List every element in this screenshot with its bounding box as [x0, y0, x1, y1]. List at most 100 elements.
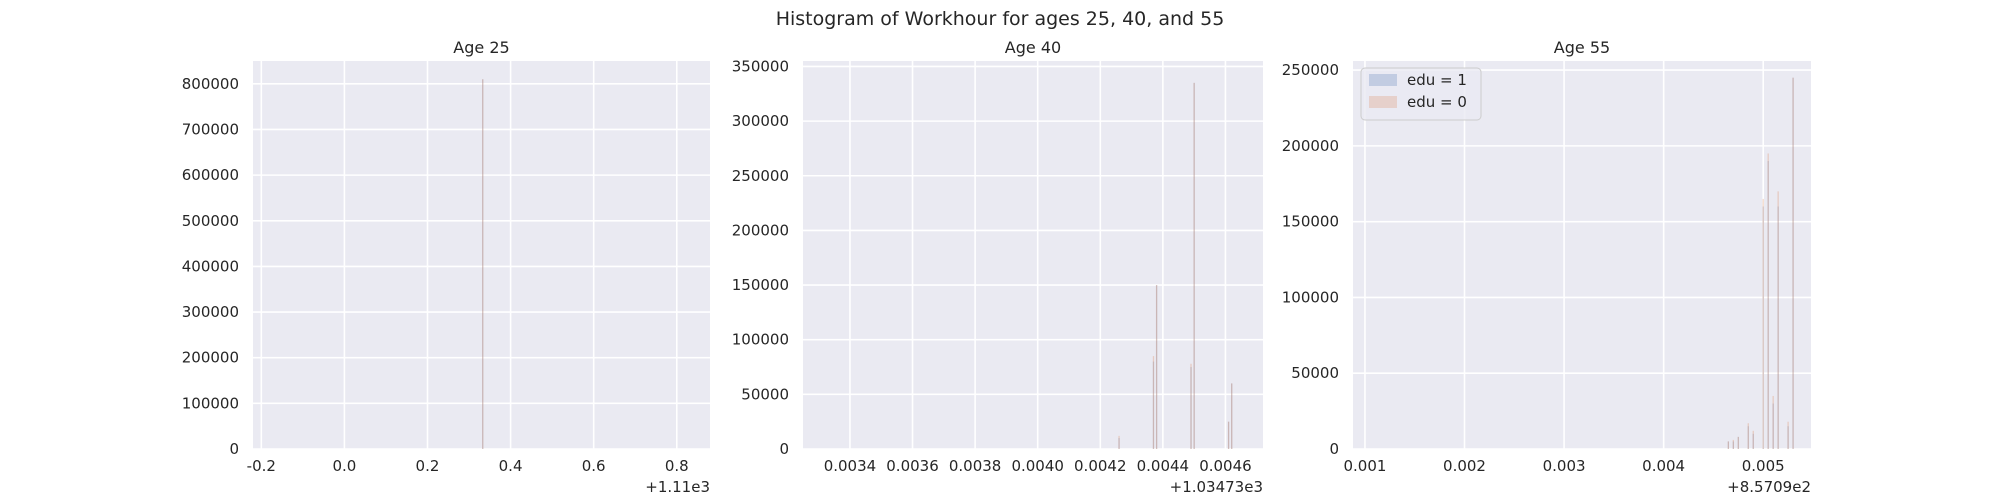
y-tick-label: 700000: [182, 120, 239, 138]
x-tick-label: 0.0040: [1011, 457, 1064, 475]
plot-area: [1353, 61, 1811, 449]
histogram-bar: [1732, 441, 1734, 449]
plot-area: [253, 61, 710, 449]
x-offset-label: +1.03473e3: [1170, 478, 1263, 496]
subplot-3: 0.001 0.002 0.003 0.004 0.005 0 50000 100000 150…: [1282, 38, 1811, 496]
figure-title: Histogram of Workhour for ages 25, 40, a…: [776, 8, 1225, 30]
histogram-bar: [1227, 421, 1230, 449]
histogram-bar: [1752, 433, 1754, 449]
y-tick-label: 300000: [732, 112, 789, 130]
subplot-1: -0.2 0.0 0.2 0.4 0.6 0.8 0 100000 200000 300000 40…: [182, 38, 710, 496]
histogram-bar: [1227, 421, 1230, 449]
histogram-bar: [1772, 403, 1774, 449]
histogram-bar: [1762, 206, 1764, 449]
x-tick-label: 0.0038: [949, 457, 1002, 475]
histogram-bar: [1193, 82, 1195, 449]
legend-swatch: [1369, 74, 1397, 86]
y-tick-label: 0: [1329, 440, 1339, 458]
histogram-bar: [1155, 285, 1158, 449]
plot-area: [803, 61, 1263, 449]
histogram-bar: [1777, 191, 1779, 449]
x-tick-label: 0.003: [1543, 457, 1586, 475]
subplot-2: 0.0034 0.0036 0.0038 0.0040 0.0042 0.0044 0.00…: [732, 38, 1263, 496]
subplot-title: Age 55: [1554, 38, 1610, 57]
histogram-bar: [1155, 285, 1158, 449]
x-tick-label: 0.005: [1742, 457, 1785, 475]
x-tick-label: 0.001: [1343, 457, 1386, 475]
x-tick-label: 0.0: [332, 457, 356, 475]
y-tick-label: 50000: [741, 385, 789, 403]
x-tick-label: 0.002: [1443, 457, 1486, 475]
y-tick-label: 150000: [732, 276, 789, 294]
histogram-bar: [1190, 363, 1192, 449]
histogram-bar: [1118, 435, 1120, 449]
y-tick-label: 200000: [732, 221, 789, 239]
y-tick-label: 200000: [1282, 137, 1339, 155]
histogram-bar: [1787, 421, 1789, 449]
histogram-bar: [1752, 430, 1754, 449]
x-tick-label: 0.0044: [1137, 457, 1190, 475]
histogram-bar: [1193, 82, 1195, 449]
subplot-title: Age 25: [453, 38, 509, 57]
histogram-bar: [1762, 198, 1764, 449]
legend-swatch: [1369, 96, 1397, 108]
subplots: -0.2 0.0 0.2 0.4 0.6 0.8 0 100000 200000 300000 40…: [182, 38, 1811, 496]
x-offset-label: +8.5709e2: [1727, 478, 1811, 496]
x-tick-label: 0.0042: [1074, 457, 1127, 475]
x-tick-label: 0.0034: [824, 457, 877, 475]
y-tick-label: 800000: [182, 75, 239, 93]
legend-label: edu = 0: [1407, 93, 1467, 111]
y-tick-label: 0: [229, 440, 239, 458]
histogram-bar: [482, 79, 484, 450]
y-tick-label: 500000: [182, 212, 239, 230]
x-tick-label: -0.2: [247, 457, 276, 475]
histogram-bar: [1231, 383, 1233, 449]
histogram-bar: [1767, 153, 1769, 449]
y-tick-label: 600000: [182, 166, 239, 184]
legend-frame: [1360, 67, 1482, 121]
x-tick-label: 0.8: [665, 457, 689, 475]
y-tick-label: 100000: [182, 394, 239, 412]
histogram-bar: [1792, 77, 1794, 449]
y-tick-label: 50000: [1291, 364, 1339, 382]
y-tick-label: 150000: [1282, 213, 1339, 231]
histogram-bar: [1190, 367, 1192, 449]
y-tick-label: 300000: [182, 303, 239, 321]
x-tick-label: 0.004: [1642, 457, 1685, 475]
x-tick-label: 0.2: [416, 457, 440, 475]
histogram-bar: [1747, 426, 1749, 449]
x-tick-label: 0.0046: [1199, 457, 1252, 475]
histogram-bar: [1152, 361, 1155, 449]
histogram-bar: [1777, 206, 1779, 449]
histogram-bar: [482, 79, 484, 450]
histogram-bar: [1727, 441, 1730, 449]
histogram-bar: [1772, 395, 1774, 449]
histogram-bar: [1118, 438, 1120, 449]
y-tick-label: 250000: [732, 167, 789, 185]
histogram-bar: [1732, 439, 1734, 449]
histogram-bar: [1792, 77, 1794, 449]
y-tick-label: 100000: [1282, 288, 1339, 306]
histogram-bar: [1727, 441, 1730, 449]
x-offset-label: +1.11e3: [645, 478, 710, 496]
legend-label: edu = 1: [1407, 71, 1467, 89]
y-tick-label: 0: [779, 440, 789, 458]
histogram-bar: [1737, 436, 1739, 449]
histogram-bar: [1767, 161, 1769, 449]
subplot-title: Age 40: [1005, 38, 1061, 57]
y-tick-label: 350000: [732, 57, 789, 75]
x-tick-label: 0.6: [582, 457, 606, 475]
x-tick-label: 0.4: [499, 457, 523, 475]
histogram-bar: [1747, 423, 1749, 449]
y-tick-label: 400000: [182, 257, 239, 275]
y-tick-label: 100000: [732, 331, 789, 349]
y-tick-label: 200000: [182, 349, 239, 367]
histogram-bar: [1231, 383, 1233, 449]
histogram-bar: [1152, 356, 1155, 449]
legend: edu = 1 edu = 0: [1360, 67, 1482, 121]
histogram-bar: [1787, 426, 1789, 449]
histogram-bar: [1737, 436, 1739, 449]
x-tick-label: 0.0036: [886, 457, 939, 475]
